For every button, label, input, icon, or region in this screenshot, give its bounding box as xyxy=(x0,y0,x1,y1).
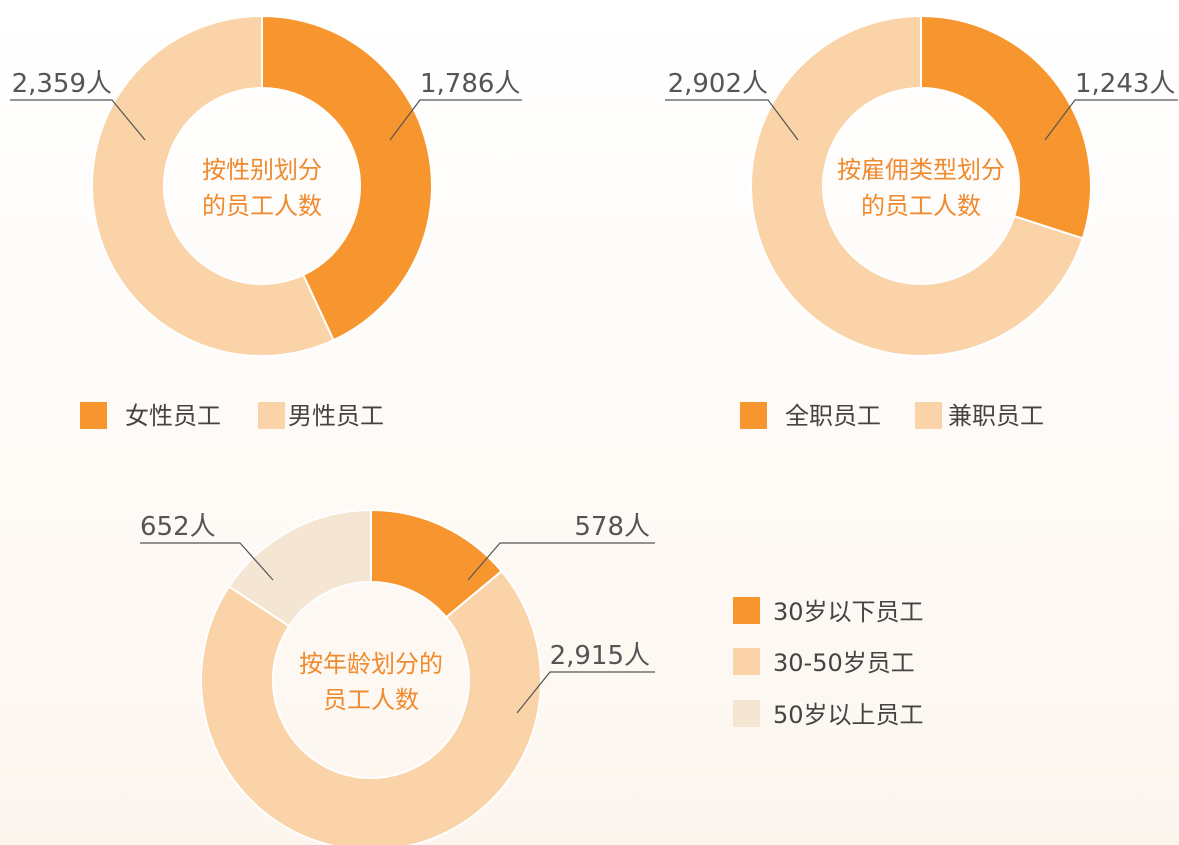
legend-label: 30岁以下员工 xyxy=(773,598,924,626)
value-label: 2,915人 xyxy=(550,641,650,671)
legend-label: 50岁以上员工 xyxy=(773,701,924,729)
center-title: 的员工人数 xyxy=(861,192,981,220)
center-title: 的员工人数 xyxy=(202,192,322,220)
legend-swatch xyxy=(733,700,760,727)
center-title: 员工人数 xyxy=(323,686,419,714)
center-title: 按雇佣类型划分 xyxy=(837,156,1005,184)
leader-line xyxy=(665,99,799,141)
legend-label: 全职员工 xyxy=(785,402,881,430)
value-label: 652人 xyxy=(140,512,216,542)
legend-label: 兼职员工 xyxy=(948,402,1044,430)
donut-slice xyxy=(750,14,1084,357)
legend-swatch xyxy=(733,597,760,624)
value-label: 2,902人 xyxy=(668,69,768,99)
value-label: 578人 xyxy=(574,512,650,542)
leader-line xyxy=(516,671,655,714)
legend-swatch xyxy=(915,402,942,429)
legend-label: 女性员工 xyxy=(125,402,221,430)
leader-line xyxy=(10,99,146,141)
center-title: 按年龄划分的 xyxy=(299,650,443,678)
value-label: 1,243人 xyxy=(1075,69,1175,99)
donut-slice xyxy=(91,14,335,357)
leader-line xyxy=(467,542,655,581)
value-label: 1,786人 xyxy=(420,69,520,99)
center-title: 按性别划分 xyxy=(202,156,322,184)
leader-line xyxy=(140,542,274,581)
legend-swatch xyxy=(258,402,285,429)
legend-swatch xyxy=(733,648,760,675)
donut-slice xyxy=(227,508,372,628)
donut-slice xyxy=(200,569,542,845)
legend-swatch xyxy=(740,402,767,429)
legend-label: 男性员工 xyxy=(288,402,384,430)
legend-swatch xyxy=(80,402,107,429)
legend-label: 30-50岁员工 xyxy=(773,649,915,677)
donut-slice xyxy=(261,14,433,342)
leader-line xyxy=(1044,99,1178,141)
donut-slice xyxy=(920,14,1093,240)
leader-line xyxy=(389,99,522,141)
value-label: 2,359人 xyxy=(12,69,112,99)
